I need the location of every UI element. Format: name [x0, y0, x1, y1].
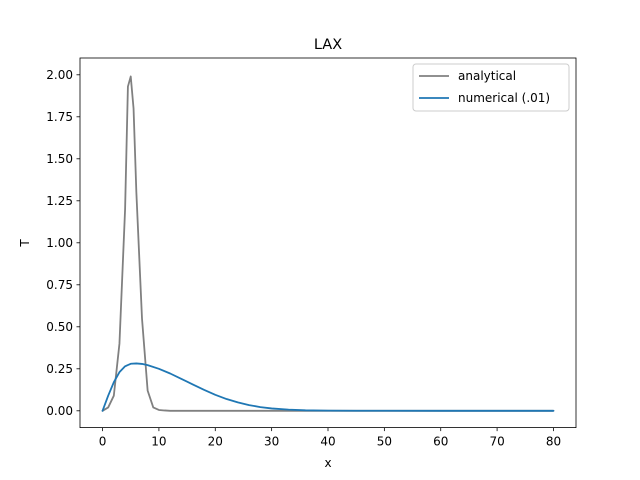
- y-tick-label: 1.75: [46, 110, 73, 124]
- x-tick-label: 0: [99, 435, 107, 449]
- legend-label-numerical: numerical (.01): [458, 91, 550, 105]
- legend-box: [412, 63, 570, 112]
- x-tick-label: 30: [264, 435, 279, 449]
- x-tick-label: 10: [151, 435, 166, 449]
- y-axis-label: T: [18, 239, 32, 248]
- x-tick-label: 80: [546, 435, 561, 449]
- x-tick-label: 70: [489, 435, 504, 449]
- y-tick-label: 0.50: [46, 320, 73, 334]
- y-tick-label: 1.50: [46, 152, 73, 166]
- x-tick-label: 50: [377, 435, 392, 449]
- y-tick-label: 0.75: [46, 278, 73, 292]
- series-layer: [101, 75, 555, 412]
- y-tick-label: 2.00: [46, 68, 73, 82]
- x-tick-label: 40: [320, 435, 335, 449]
- x-tick-label: 60: [433, 435, 448, 449]
- y-tick-label: 1.00: [46, 236, 73, 250]
- legend: analytical numerical (.01): [412, 63, 570, 112]
- y-tick-label: 0.25: [46, 362, 73, 376]
- y-tick-label: 0.00: [46, 404, 73, 418]
- series-line-numerical: [101, 362, 555, 412]
- chart-title: LAX: [314, 37, 342, 53]
- legend-label-analytical: analytical: [458, 69, 516, 83]
- x-axis-label: x: [324, 456, 331, 470]
- x-tick-label: 20: [208, 435, 223, 449]
- y-tick-label: 1.25: [46, 194, 73, 208]
- y-axis-ticks: 0.00 0.25 0.50 0.75 1.00 1.25 1.50 1.75 2.00: [46, 68, 80, 418]
- x-axis-ticks: 0 10 20 30 40 50 60 70 80: [99, 427, 561, 449]
